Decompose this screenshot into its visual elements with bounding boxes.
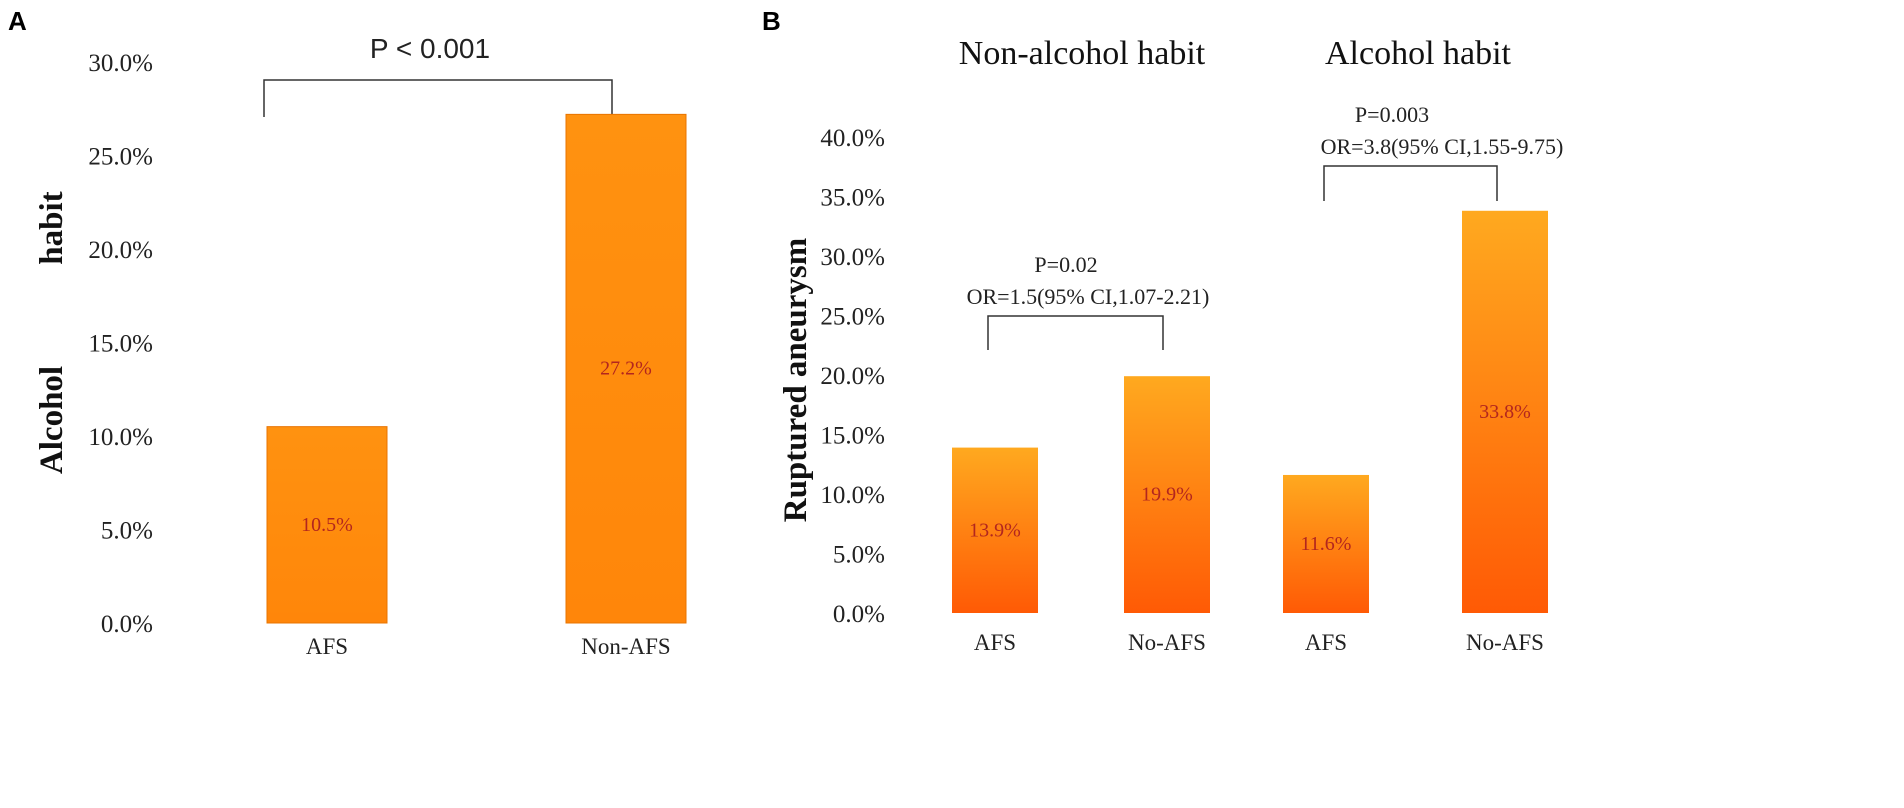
panel-b-bar-non-alcohol-no-afs <box>1124 376 1210 613</box>
panel-b-alcohol-or: OR=3.8(95% CI,1.55-9.75) <box>1321 134 1564 159</box>
panel-a-bar-afs <box>266 426 388 624</box>
panel-b-non-alcohol-pvalue: P=0.02 <box>1034 252 1097 277</box>
panel-b-bar-alcohol-afs <box>1283 474 1369 613</box>
panel-a-bar-value-label: 27.2% <box>600 358 652 380</box>
panel-b-y-tick-label: 20.0% <box>820 363 885 390</box>
panel-b-y-tick-label: 30.0% <box>820 244 885 271</box>
panel-b-letter: B <box>762 6 781 36</box>
panel-b-bar-value-label: 33.8% <box>1479 401 1531 423</box>
panel-b-y-tick-label: 35.0% <box>820 185 885 212</box>
panel-b-category-label: AFS <box>974 630 1016 655</box>
panel-a-y-tick-label: 20.0% <box>88 237 153 264</box>
panel-a-letter: A <box>8 6 27 36</box>
panel-b-non-alcohol-or: OR=1.5(95% CI,1.07-2.21) <box>967 284 1210 309</box>
panel-a-y-tick-label: 5.0% <box>101 518 153 545</box>
panel-b-bar-value-label: 19.9% <box>1141 484 1193 506</box>
panel-a-category-label: Non-AFS <box>581 634 670 659</box>
panel-b-ylabel: Ruptured aneurysm <box>778 238 814 523</box>
panel-b-y-tick-label: 10.0% <box>820 482 885 509</box>
panel-b-bars: 13.9% AFS 19.9% No-AFS 11.6% AFS 33.8% No-AFS <box>952 210 1548 655</box>
panel-b-category-label: AFS <box>1305 630 1347 655</box>
panel-b-y-tick-label: 5.0% <box>833 542 885 569</box>
panel-b-alcohol-bracket <box>1323 165 1498 201</box>
panel-a-y-ticks: 0.0% 5.0% 10.0% 15.0% 20.0% 25.0% 30.0% <box>88 50 153 638</box>
panel-b-category-label: No-AFS <box>1466 630 1544 655</box>
panel-b-non-alcohol-bracket <box>987 315 1164 350</box>
panel-a-pvalue: P < 0.001 <box>370 33 490 64</box>
panel-a-category-label: AFS <box>306 634 348 659</box>
panel-b-alcohol-pvalue: P=0.003 <box>1355 102 1429 127</box>
panel-a-y-tick-label: 15.0% <box>88 331 153 358</box>
panel-b-y-tick-label: 25.0% <box>820 304 885 331</box>
panel-b-bar-value-label: 13.9% <box>969 519 1021 541</box>
panel-a-y-tick-label: 25.0% <box>88 144 153 171</box>
panel-b-y-tick-label: 15.0% <box>820 423 885 450</box>
panel-a-bar-value-label: 10.5% <box>301 514 353 536</box>
panel-b-y-ticks: 0.0% 5.0% 10.0% 15.0% 20.0% 25.0% 30.0% 35.0% 40… <box>820 125 885 628</box>
panel-b-y-tick-label: 0.0% <box>833 601 885 628</box>
panel-a-ylabel-top: habit <box>34 191 70 264</box>
panel-a-bar-non-afs <box>565 113 687 624</box>
panel-a-bars: 10.5% AFS 27.2% Non-AFS <box>266 113 687 659</box>
panel-b-bar-value-label: 11.6% <box>1301 533 1352 555</box>
panel-b-bar-non-alcohol-afs <box>952 447 1038 613</box>
panel-b-bar-alcohol-no-afs <box>1462 210 1548 613</box>
panel-b-title-non-alcohol: Non-alcohol habit <box>959 35 1206 72</box>
panel-b-title-alcohol: Alcohol habit <box>1325 35 1512 72</box>
panel-a-ylabel-bottom: Alcohol <box>34 366 70 474</box>
panel-b-y-tick-label: 40.0% <box>820 125 885 152</box>
panel-a-y-tick-label: 10.0% <box>88 424 153 451</box>
panel-a-bracket <box>263 79 613 117</box>
panel-b-category-label: No-AFS <box>1128 630 1206 655</box>
panel-a-y-tick-label: 30.0% <box>88 50 153 77</box>
panel-a-y-tick-label: 0.0% <box>101 611 153 638</box>
